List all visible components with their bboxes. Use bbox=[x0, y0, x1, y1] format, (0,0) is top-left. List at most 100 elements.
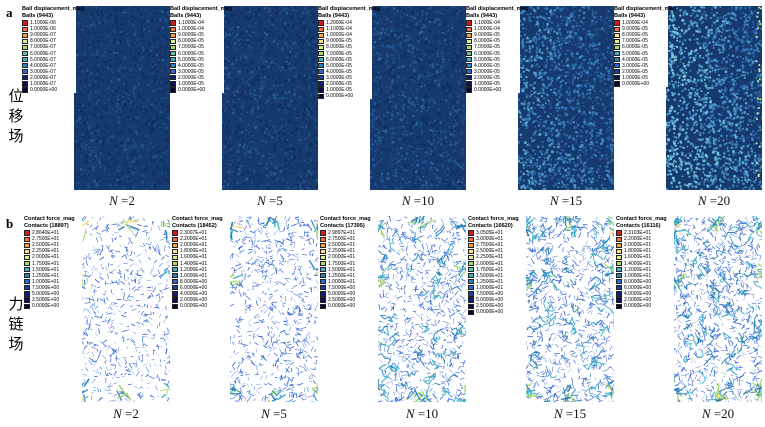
legend-value: 2.0000E-05 bbox=[474, 74, 500, 81]
legend-swatch bbox=[22, 38, 28, 44]
legend-entry: 0.0000E+00 bbox=[468, 309, 524, 315]
legend-value: 8.0000E-05 bbox=[474, 38, 500, 45]
legend-entry: 2.0000E-07 bbox=[22, 75, 76, 81]
legend-swatch bbox=[466, 87, 472, 93]
legend-swatch bbox=[468, 291, 474, 297]
legend-entry: 6.0000E-05 bbox=[614, 44, 668, 50]
legend-entry: 2.7500E+01 bbox=[320, 236, 376, 242]
legend-value: 2.2500E+01 bbox=[32, 248, 60, 255]
legend-value: 1.8000E+01 bbox=[624, 248, 652, 255]
n-cycle-label: N =10 bbox=[382, 406, 462, 422]
legend-entry: 4.0000E-07 bbox=[22, 63, 76, 69]
legend-swatch bbox=[320, 242, 326, 248]
legend-swatch bbox=[170, 50, 176, 57]
legend-swatch bbox=[172, 260, 178, 267]
legend-entry: 7.5000E+00 bbox=[320, 285, 376, 291]
n-equals: = bbox=[710, 406, 722, 421]
force-chain-image bbox=[674, 216, 762, 402]
legend-swatch bbox=[318, 32, 324, 38]
legend-value: 2.5000E+01 bbox=[32, 242, 60, 249]
legend-swatch bbox=[468, 303, 474, 309]
legend-entry: 1.0000E+01 bbox=[468, 285, 524, 291]
legend-swatch bbox=[24, 297, 30, 303]
n-value: 15 bbox=[573, 406, 587, 421]
legend-swatch bbox=[22, 20, 28, 26]
legend-value: 1.0000E-05 bbox=[178, 80, 204, 87]
legend-value: 1.2000E-04 bbox=[326, 20, 352, 27]
legend-swatch bbox=[616, 267, 622, 273]
legend-value: 2.0000E+00 bbox=[624, 297, 652, 304]
legend-entry: 7.5000E+00 bbox=[24, 285, 80, 291]
legend-entry: 2.5000E+00 bbox=[468, 303, 524, 309]
legend-swatch bbox=[170, 44, 176, 51]
legend-subtitle: Contacts (16116) bbox=[616, 222, 661, 229]
legend-swatch bbox=[318, 26, 324, 32]
legend-subtitle: Balls (9443) bbox=[614, 12, 646, 19]
legend-swatch bbox=[614, 38, 620, 44]
legend-entry: 1.5000E+01 bbox=[468, 273, 524, 279]
legend-entry: 3.0000E-05 bbox=[466, 69, 520, 75]
legend-entry: 2.0000E-05 bbox=[170, 75, 224, 81]
legend-value: 0.0000E+00 bbox=[624, 303, 652, 310]
legend-entry: 5.0000E+00 bbox=[468, 297, 524, 303]
row-label-displacement: 位 移 场 bbox=[4, 86, 28, 146]
legend-value: 1.4000E+01 bbox=[180, 260, 208, 267]
legend-swatch bbox=[22, 75, 28, 81]
legend-entry: 6.0000E-05 bbox=[466, 50, 520, 57]
n-value: 2 bbox=[132, 406, 139, 421]
legend-swatch bbox=[616, 260, 622, 267]
legend-entry: 1.4000E+01 bbox=[616, 260, 672, 267]
legend-entry: 2.0000E-05 bbox=[318, 81, 372, 87]
legend-entry: 1.2500E+01 bbox=[320, 273, 376, 279]
legend-value: 2.2500E+01 bbox=[476, 254, 504, 261]
legend-entry: 5.0000E-07 bbox=[22, 57, 76, 63]
legend-entry: 0.0000E+00 bbox=[22, 87, 76, 93]
n-value: 5 bbox=[280, 406, 287, 421]
legend-swatch bbox=[24, 260, 30, 267]
legend-entry: 1.1000E-04 bbox=[466, 20, 520, 26]
legend-value: 5.0000E+00 bbox=[476, 297, 504, 304]
legend-value: 1.0000E-04 bbox=[326, 32, 352, 39]
legend-entry: 2.9897E+01 bbox=[320, 230, 376, 236]
legend-value: 1.0000E-05 bbox=[326, 87, 352, 94]
legend-value: 2.3007E+01 bbox=[180, 230, 208, 237]
n-cycle-label: N =2 bbox=[82, 193, 162, 209]
legend-title: Ball displacement_mag bbox=[22, 6, 85, 12]
legend-swatch bbox=[320, 230, 326, 236]
legend-entry: 2.0000E-05 bbox=[466, 75, 520, 81]
legend-swatch bbox=[172, 267, 178, 273]
legend-value: 5.0000E-05 bbox=[178, 56, 204, 63]
legend-swatch bbox=[320, 303, 326, 309]
legend-swatch bbox=[468, 309, 474, 315]
legend-swatch bbox=[318, 63, 324, 69]
legend-value: 1.6000E+01 bbox=[624, 254, 652, 261]
legend-entry: 1.0000E-06 bbox=[22, 26, 76, 32]
force-chain-image bbox=[378, 216, 466, 402]
n-value: 20 bbox=[717, 193, 731, 208]
legend-value: 5.0000E-05 bbox=[622, 50, 648, 57]
legend-subtitle: Balls (9443) bbox=[170, 12, 202, 19]
legend-entry: 6.0000E-05 bbox=[170, 50, 224, 57]
force-chain-image bbox=[82, 216, 170, 402]
legend-entry: 7.0000E-07 bbox=[22, 44, 76, 50]
contact-force-legend: Contact force_mag Contacts (18452) 2.3007E… bbox=[172, 216, 228, 309]
legend-swatch bbox=[466, 32, 472, 38]
n-equals: = bbox=[410, 193, 422, 208]
legend-entry: 8.0000E-07 bbox=[22, 38, 76, 44]
n-symbol: N bbox=[109, 193, 118, 208]
legend-subtitle: Balls (9443) bbox=[22, 12, 54, 19]
legend-value: 1.8000E+01 bbox=[180, 248, 208, 255]
legend-swatch bbox=[616, 285, 622, 291]
legend-entry: 2.2500E+01 bbox=[320, 248, 376, 254]
legend-value: 5.0000E+00 bbox=[328, 290, 356, 297]
legend-entry: 1.0000E-07 bbox=[22, 81, 76, 87]
legend-swatch bbox=[22, 81, 28, 87]
legend-entry: 1.5000E+01 bbox=[320, 267, 376, 273]
legend-swatch bbox=[172, 285, 178, 291]
legend-swatch bbox=[320, 260, 326, 267]
legend-value: 8.0000E+00 bbox=[624, 278, 652, 285]
legend-value: 1.2500E+01 bbox=[476, 278, 504, 285]
legend-entry: 2.0000E+01 bbox=[24, 254, 80, 260]
legend-entry: 8.0000E+00 bbox=[172, 279, 228, 285]
legend-entry: 5.0000E+00 bbox=[24, 291, 80, 297]
